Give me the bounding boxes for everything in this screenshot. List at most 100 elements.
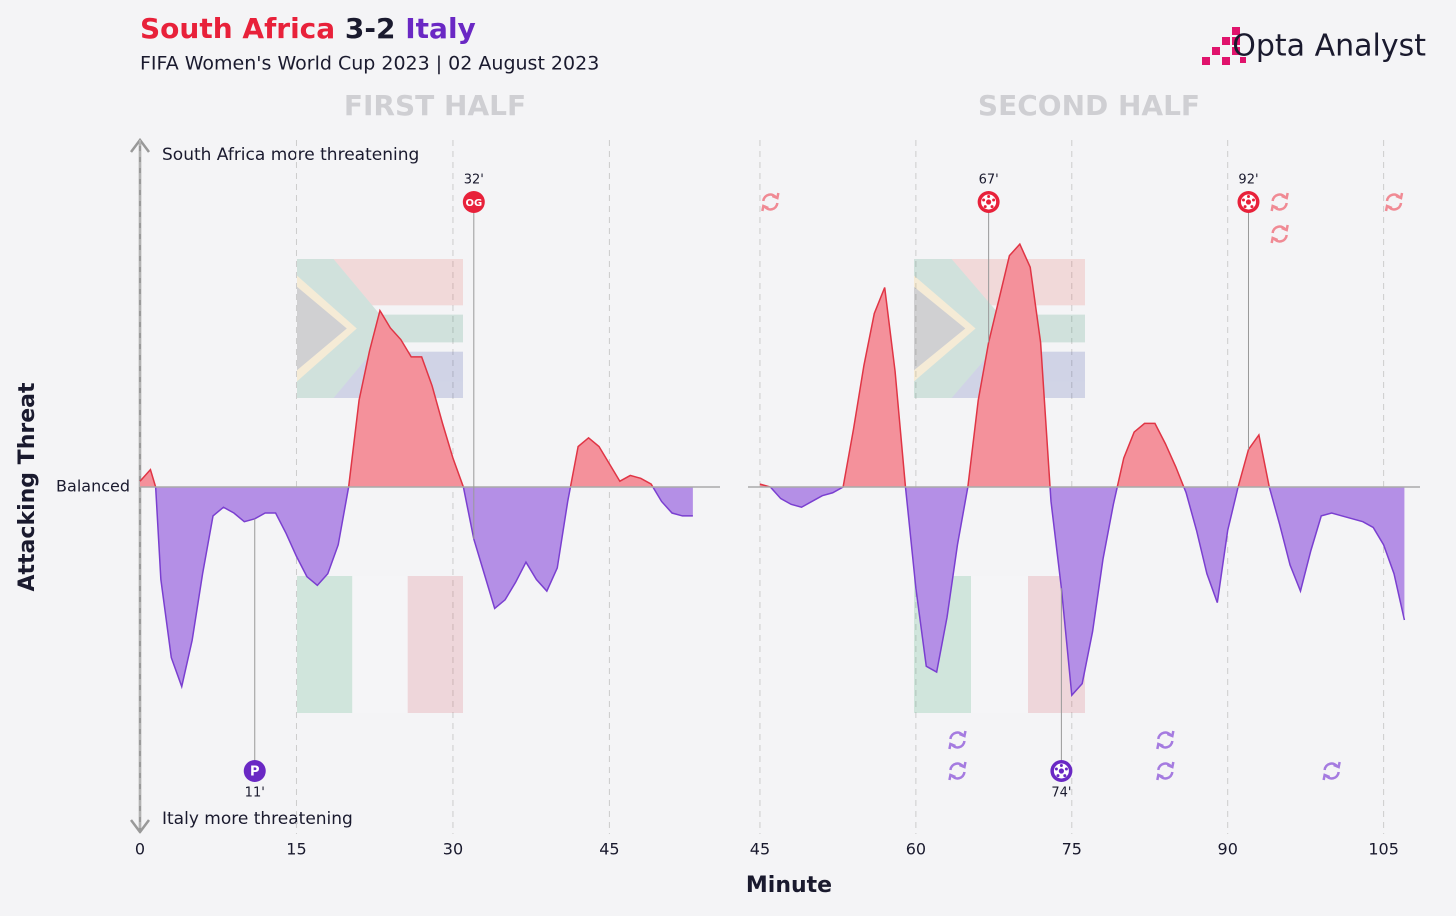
substitution-arrow — [958, 761, 967, 769]
substitution-arrow — [761, 204, 769, 212]
flag-stripe — [914, 275, 976, 382]
substitution-arrow — [958, 730, 967, 738]
substitution-arrow — [948, 742, 956, 750]
substitution-arrow — [1270, 236, 1279, 244]
ball-patch — [1063, 774, 1067, 778]
goal-label: 74' — [1051, 786, 1071, 801]
bottom-label: Italy more threatening — [162, 809, 353, 829]
ball-patch — [1064, 767, 1068, 771]
ball-patch — [986, 199, 992, 205]
goal-marker: P — [243, 760, 266, 782]
panel-title: FIRST HALF — [344, 89, 526, 122]
ball-patch — [1058, 768, 1064, 774]
goal-badge: OG — [465, 198, 482, 209]
substitution-arrow — [1166, 761, 1175, 769]
x-tick-label: 90 — [1218, 840, 1238, 859]
top-label: South Africa more threatening — [162, 145, 419, 165]
substitution-arrow — [948, 773, 956, 781]
area-negative — [140, 487, 693, 687]
substitution-arrow — [1333, 761, 1341, 769]
area-positive — [140, 310, 693, 487]
ball-patch — [1251, 198, 1255, 202]
flag-stripe — [914, 259, 1000, 398]
x-tick-label: 105 — [1368, 840, 1399, 859]
goal-circle — [243, 760, 266, 782]
ball-patch — [1054, 767, 1058, 771]
x-axis-label: Minute — [746, 873, 832, 898]
score: 3-2 — [345, 12, 396, 45]
ball-patch — [990, 205, 994, 209]
substitution — [1270, 192, 1289, 212]
brand-logo — [1202, 27, 1246, 65]
ball-patch — [1243, 205, 1247, 209]
ball-patch — [1250, 205, 1254, 209]
substitution — [1270, 224, 1289, 244]
goal-label: 92' — [1238, 173, 1258, 188]
x-tick-label: 15 — [286, 840, 306, 859]
substitution-arrow — [1322, 773, 1331, 781]
substitution — [1156, 730, 1175, 750]
area-positive — [759, 244, 1405, 487]
line-positive — [139, 308, 654, 487]
goal-marker — [977, 191, 1000, 213]
substitution — [1322, 761, 1341, 781]
line-negative — [767, 487, 1406, 697]
flag-stripe — [352, 576, 408, 713]
ball-patch — [1056, 774, 1060, 778]
flag-stripe — [914, 286, 966, 371]
substitution-arrow — [1384, 204, 1393, 212]
x-tick-label: 75 — [1062, 840, 1082, 859]
ball-patch — [987, 195, 991, 198]
substitution — [948, 730, 967, 750]
ball-patch — [1059, 764, 1063, 767]
flag-stripe — [297, 286, 347, 371]
x-tick-label: 0 — [135, 840, 145, 859]
goal-label: 32' — [464, 173, 484, 188]
panel-title: SECOND HALF — [978, 89, 1200, 122]
substitution — [1156, 761, 1175, 781]
goal-marker — [1237, 191, 1260, 213]
goal-label: 67' — [979, 173, 999, 188]
y-axis-label: Attacking Threat — [15, 382, 40, 591]
substitution — [1384, 192, 1404, 212]
chart-title: South Africa 3-2 Italy — [140, 12, 476, 45]
substitution-arrow — [1395, 192, 1404, 200]
ball-patch — [1241, 198, 1245, 202]
substitution-arrow — [1156, 773, 1164, 781]
substitution-arrow — [1156, 742, 1164, 750]
substitution — [948, 761, 967, 781]
ball-patch — [983, 205, 987, 209]
flag-stripe — [297, 576, 353, 713]
subtitle: FIFA Women's World Cup 2023 | 02 August … — [140, 53, 599, 75]
brand: Opta Analyst — [1232, 29, 1426, 64]
goal-label: 11' — [245, 786, 265, 801]
x-tick-label: 45 — [750, 840, 770, 859]
line-negative — [154, 487, 693, 690]
x-tick-label: 60 — [906, 840, 926, 859]
ball-patch — [992, 198, 996, 202]
area-negative — [759, 487, 1405, 696]
away-team: Italy — [405, 12, 476, 45]
ball-patch — [1245, 199, 1252, 205]
flag-stripe — [407, 576, 463, 713]
flag-stripe — [297, 275, 357, 382]
line-positive — [759, 242, 1271, 487]
ball-patch — [982, 198, 986, 202]
baseline-label: Balanced — [56, 477, 130, 496]
substitution-arrow — [1166, 730, 1175, 738]
x-tick-label: 30 — [443, 840, 463, 859]
substitution-arrow — [1281, 192, 1289, 200]
goal-badge: P — [250, 765, 260, 780]
goal-marker — [1050, 760, 1073, 782]
substitution-arrow — [771, 192, 780, 200]
home-team: South Africa — [140, 12, 335, 45]
x-tick-label: 45 — [599, 840, 619, 859]
goal-marker: OG — [462, 191, 485, 213]
substitution-arrow — [1281, 224, 1289, 232]
substitution-arrow — [1270, 204, 1279, 212]
flag-stripe — [297, 259, 380, 398]
ball-patch — [1246, 195, 1250, 198]
flag-stripe — [971, 576, 1028, 713]
substitution — [761, 192, 780, 212]
